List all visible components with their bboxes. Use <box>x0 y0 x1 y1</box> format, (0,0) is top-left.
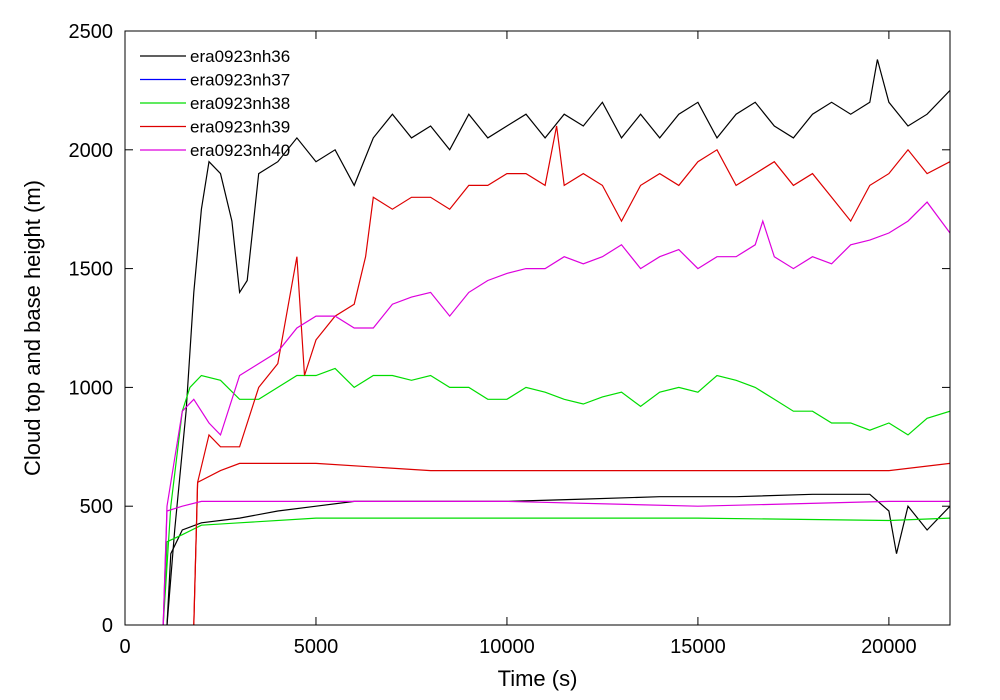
series-line-era0923nh38-base <box>162 517 950 625</box>
legend-label: era0923nh40 <box>190 141 290 160</box>
x-tick-label: 20000 <box>861 636 917 658</box>
plot-lines <box>162 59 950 625</box>
x-tick-label: 0 <box>119 636 130 658</box>
x-axis-title: Time (s) <box>498 666 578 691</box>
series-line-era0923nh40-base <box>162 500 950 625</box>
y-axis: 0 500 1000 1500 2000 2500 <box>69 21 950 637</box>
x-tick-label: 5000 <box>294 636 339 658</box>
y-axis-title: Cloud top and base height (m) <box>20 180 45 476</box>
y-tick-label: 0 <box>102 615 113 637</box>
y-tick-label: 2500 <box>69 21 114 43</box>
legend-label: era0923nh38 <box>190 94 290 113</box>
y-tick-label: 2000 <box>69 140 114 162</box>
y-tick-label: 1000 <box>69 377 114 399</box>
plot-frame <box>124 30 951 626</box>
legend-label: era0923nh36 <box>190 47 290 66</box>
y-tick-label: 500 <box>80 496 113 518</box>
series-line-era0923nh39-base <box>193 462 950 625</box>
series-line-era0923nh36-top <box>166 59 950 625</box>
y-tick-label: 1500 <box>69 259 114 281</box>
series-line-era0923nh36-base <box>166 493 950 625</box>
legend-label: era0923nh39 <box>190 118 290 137</box>
series-line-era0923nh39-top <box>193 125 950 625</box>
x-axis: 0 5000 10000 15000 20000 <box>119 31 917 658</box>
series-line-era0923nh38-top <box>162 367 950 625</box>
x-tick-label: 15000 <box>670 636 726 658</box>
legend: era0923nh36 era0923nh37 era0923nh38 era0923… <box>140 47 290 160</box>
x-tick-label: 10000 <box>479 636 535 658</box>
series-line-era0923nh40-top <box>162 201 950 625</box>
legend-label: era0923nh37 <box>190 71 290 90</box>
